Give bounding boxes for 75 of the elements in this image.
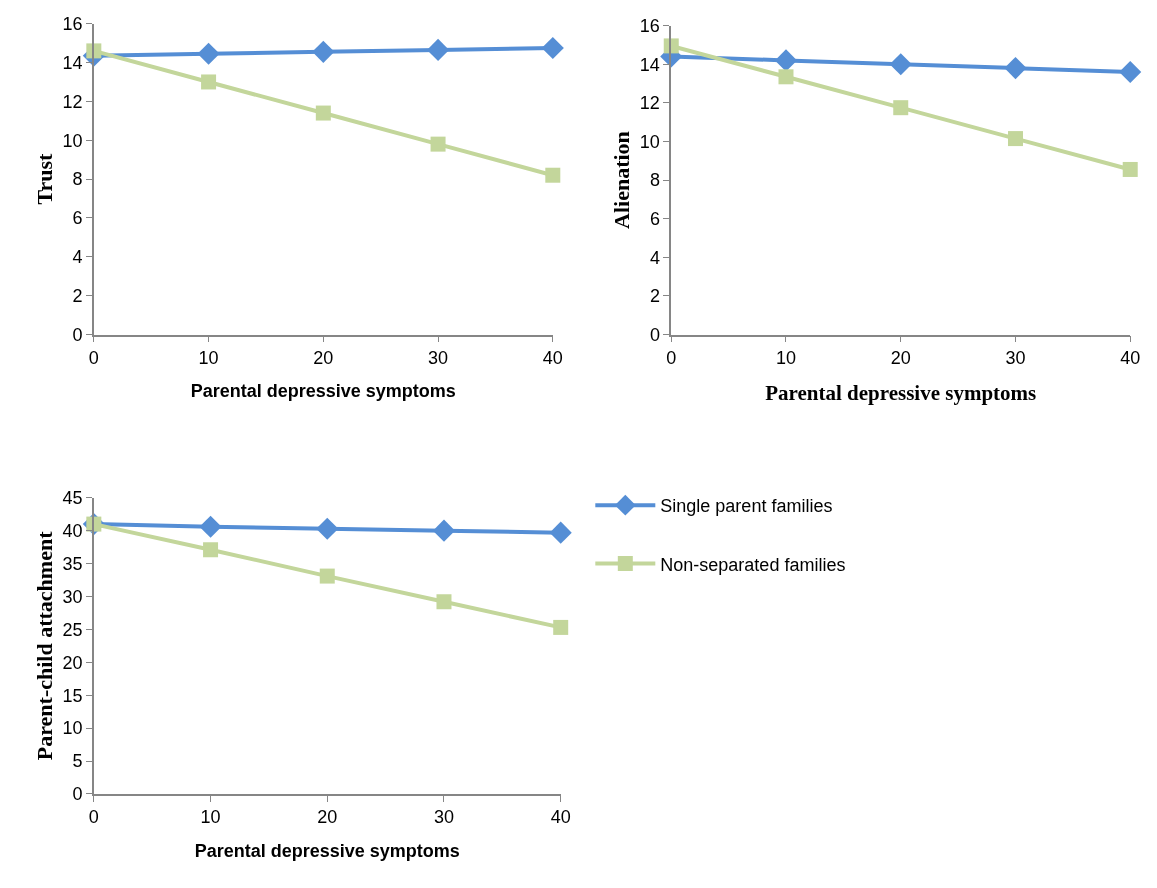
x-tick-label: 30 [433, 807, 454, 828]
y-tick-label: 2 [72, 285, 83, 306]
y-tick-label: 4 [72, 247, 83, 268]
legend-label: Non-separated families [660, 554, 846, 575]
y-tick-label: 0 [649, 324, 660, 345]
y-tick-label: 8 [72, 169, 83, 190]
y-tick-label: 10 [62, 718, 83, 739]
y-tick-label: 8 [649, 170, 660, 191]
y-tick-label: 15 [62, 685, 83, 706]
point [1004, 57, 1027, 80]
y-tick-label: 0 [72, 324, 83, 345]
point [545, 167, 561, 183]
y-tick-label: 16 [639, 15, 660, 36]
point [319, 568, 335, 584]
point [315, 105, 331, 121]
point [316, 517, 339, 540]
x-axis-title: Parental depressive symptoms [190, 381, 456, 402]
y-axis-title: Alienation [609, 131, 635, 229]
y-tick-label: 10 [62, 130, 83, 151]
y-tick-label: 25 [62, 619, 83, 640]
x-tick-label: 0 [666, 347, 677, 368]
y-tick-label: 12 [62, 91, 83, 112]
x-tick-label: 20 [313, 347, 334, 368]
x-tick-label: 20 [890, 347, 911, 368]
point [553, 619, 569, 635]
y-tick-label: 30 [62, 586, 83, 607]
y-tick-label: 45 [62, 488, 83, 509]
y-tick-label: 2 [649, 286, 660, 307]
y-tick-label: 12 [639, 93, 660, 114]
x-tick-label: 20 [317, 807, 338, 828]
y-tick-label: 0 [72, 784, 83, 805]
y-tick-label: 5 [72, 751, 83, 772]
y-tick-label: 6 [649, 208, 660, 229]
point [1007, 131, 1023, 147]
y-tick-label: 6 [72, 208, 83, 229]
x-tick-label: 10 [200, 807, 221, 828]
x-tick-label: 10 [198, 347, 219, 368]
point [1119, 60, 1142, 84]
x-axis-title: Parental depressive symptoms [194, 840, 460, 861]
y-axis-title: Parent-child attachment [31, 530, 57, 761]
y-tick-label: 14 [639, 54, 660, 75]
x-tick-label: 30 [428, 347, 449, 368]
y-tick-label: 20 [62, 652, 83, 673]
point [201, 74, 217, 90]
x-tick-label: 0 [88, 347, 99, 368]
point [893, 100, 909, 116]
x-tick-label: 40 [1120, 347, 1141, 368]
x-tick-label: 40 [542, 347, 563, 368]
x-tick-label: 40 [550, 807, 571, 828]
legend-label: Single parent families [660, 496, 833, 517]
point [430, 136, 446, 152]
x-axis-title: Parental depressive symptoms [765, 380, 1037, 405]
y-tick-label: 4 [649, 247, 660, 268]
point [436, 594, 452, 610]
point [199, 515, 222, 538]
point [312, 40, 335, 63]
point [541, 36, 564, 60]
point [432, 519, 456, 542]
y-tick-label: 40 [62, 520, 83, 541]
point [427, 38, 450, 61]
point [774, 49, 798, 72]
point [1122, 161, 1138, 177]
x-tick-label: 0 [88, 807, 99, 828]
x-tick-label: 30 [1005, 347, 1026, 368]
point [197, 42, 220, 65]
y-tick-label: 14 [62, 52, 83, 73]
y-tick-label: 10 [639, 131, 660, 152]
point [778, 69, 794, 85]
point [203, 542, 219, 558]
x-tick-label: 10 [775, 347, 796, 368]
y-tick-label: 16 [62, 13, 83, 34]
y-tick-label: 35 [62, 553, 83, 574]
point [889, 53, 912, 76]
y-axis-title: Trust [31, 152, 57, 205]
point [549, 521, 572, 544]
